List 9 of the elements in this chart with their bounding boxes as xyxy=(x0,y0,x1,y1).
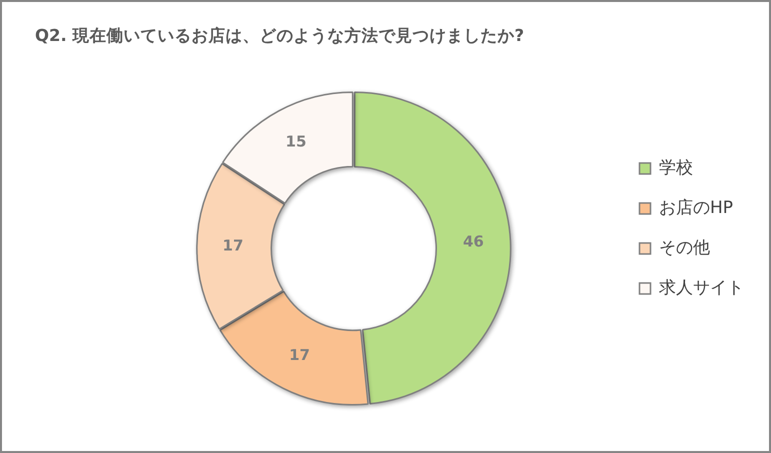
legend-label: お店のHP xyxy=(659,198,734,218)
legend-label: その他 xyxy=(659,238,710,258)
data-label: 17 xyxy=(289,346,310,364)
data-label: 46 xyxy=(462,232,484,250)
legend-label: 学校 xyxy=(659,158,693,178)
data-label: 17 xyxy=(222,236,244,254)
chart-title: Q2. 現在働いているお店は、どのような方法で見つけましたか? xyxy=(35,25,524,47)
data-label: 15 xyxy=(286,132,306,151)
legend-label: 求人サイト xyxy=(659,278,744,298)
